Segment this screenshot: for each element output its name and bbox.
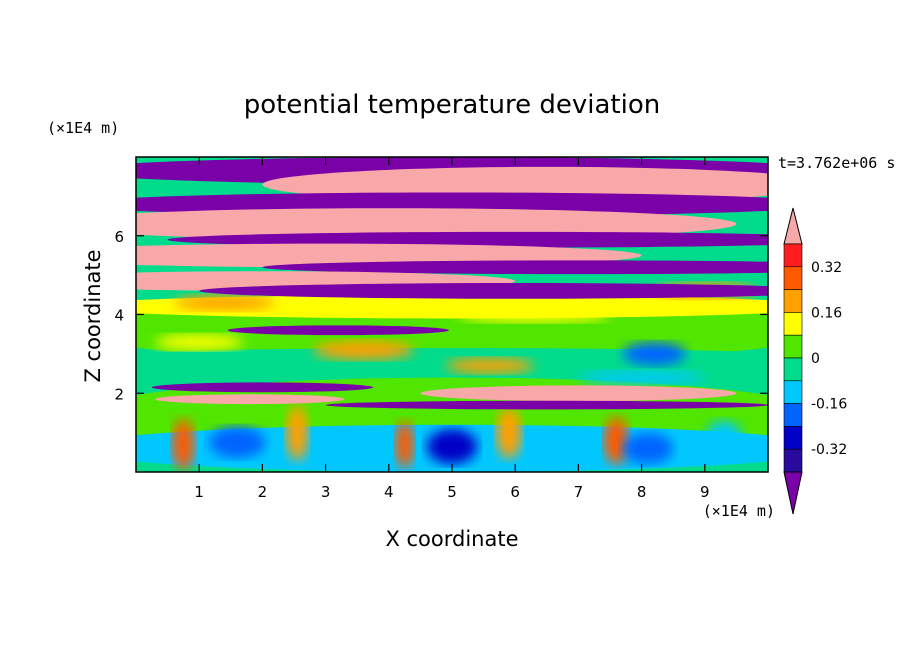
colorbar-segment (783, 266, 803, 290)
colorbar-tick-label: -0.16 (811, 397, 847, 413)
field-blob (622, 432, 674, 465)
field-band (136, 208, 737, 240)
colorbar-segment (783, 334, 803, 359)
field-band (167, 231, 768, 248)
y-tick-label: 2 (114, 385, 124, 403)
x-tick-label: 5 (447, 483, 457, 501)
colorbar-extend-bottom (783, 471, 803, 515)
colorbar-segment (783, 448, 803, 473)
colorbar-tick-label: 0.16 (811, 305, 842, 321)
colorbar: 0.32 0.16 0 -0.16 -0.32 (783, 207, 847, 515)
field-layer (136, 157, 768, 472)
colorbar-segment (783, 403, 803, 427)
colorbar-extend-top (783, 207, 803, 245)
field-blob (704, 420, 743, 461)
x-tick-label: 7 (574, 483, 584, 501)
x-tick-label: 8 (637, 483, 647, 501)
field-band (151, 382, 373, 393)
y-axis-label: Z coordinate (81, 249, 105, 382)
x-tick-label: 1 (194, 483, 204, 501)
chart-title: potential temperature deviation (244, 90, 660, 120)
field-band (227, 325, 449, 336)
colorbar-segment (783, 289, 803, 313)
field-blob (578, 370, 705, 385)
colorbar-segment (783, 357, 803, 382)
colorbar-segment (783, 312, 803, 336)
field-blob (208, 426, 266, 459)
field-area (136, 157, 768, 472)
field-blob (173, 294, 276, 311)
field-blob (312, 340, 415, 360)
field-blob (445, 357, 535, 374)
field-blob (496, 407, 522, 459)
colorbar-segment (783, 426, 803, 450)
field-blob (172, 418, 195, 471)
x-tick-label: 6 (510, 483, 520, 501)
field-band (325, 400, 768, 410)
field-zone (136, 347, 768, 368)
field-blob (458, 306, 610, 323)
colorbar-segment (783, 380, 803, 404)
x-axis-label: X coordinate (385, 527, 518, 551)
field-band (154, 394, 345, 405)
x-tick-label: 3 (321, 483, 331, 501)
colorbar-tick-label: 0.32 (811, 260, 842, 276)
x-tick-label: 4 (384, 483, 394, 501)
field-band (262, 260, 768, 275)
field-blob (286, 405, 309, 461)
x-axis: 1 2 3 4 5 6 7 8 9 (194, 157, 710, 501)
field-band (420, 385, 737, 402)
x-axis-unit: (×1E4 m) (703, 502, 775, 520)
x-tick-label: 2 (258, 483, 268, 501)
y-axis-unit: (×1E4 m) (47, 119, 119, 137)
y-axis: 2 4 6 (114, 228, 768, 403)
x-tick-label: 9 (700, 483, 710, 501)
colorbar-segment (783, 243, 803, 268)
y-tick-label: 4 (114, 307, 124, 325)
time-label: t=3.762e+06 s (778, 154, 895, 172)
field-blob (395, 420, 415, 469)
colorbar-tick-label: -0.32 (811, 442, 847, 458)
field-band (199, 283, 768, 299)
y-tick-label: 6 (114, 228, 124, 246)
field-blob (603, 416, 629, 465)
field-blob (622, 342, 686, 366)
field-blob (154, 334, 244, 350)
field-zone (136, 294, 768, 319)
colorbar-tick-label: 0 (811, 351, 820, 367)
field-blob (426, 428, 478, 465)
